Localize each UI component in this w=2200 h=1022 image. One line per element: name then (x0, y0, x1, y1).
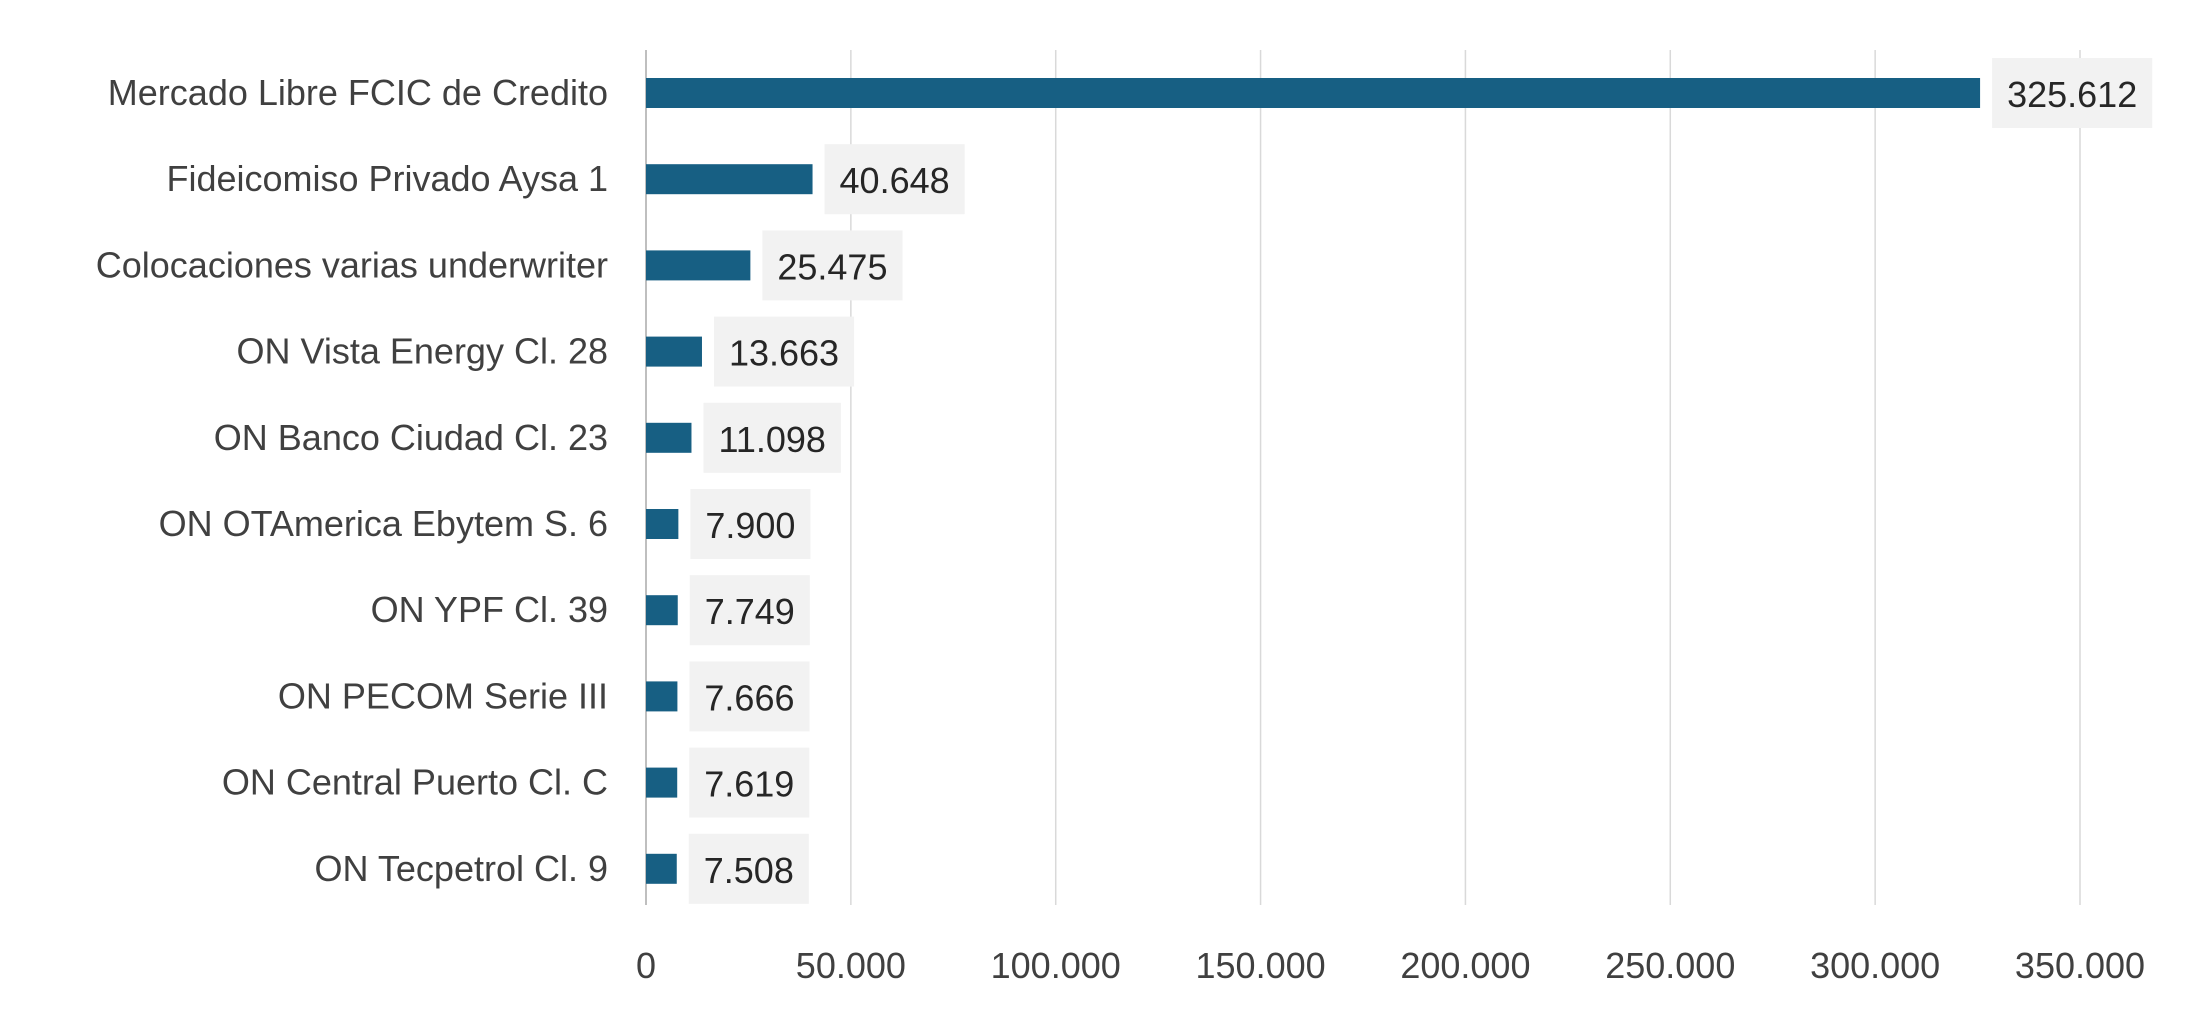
data-label: 40.648 (840, 160, 950, 201)
category-labels: Mercado Libre FCIC de Credito Fideicomiso… (96, 72, 608, 889)
category-label: ON Vista Energy Cl. 28 (237, 331, 609, 372)
bar (646, 681, 678, 712)
category-label: ON YPF Cl. 39 (371, 589, 608, 630)
data-label: 13.663 (729, 333, 839, 374)
x-tick-label: 200.000 (1400, 945, 1530, 986)
bar (646, 164, 813, 195)
category-label: Colocaciones varias underwriter (96, 244, 608, 285)
data-label-group: 13.663 (713, 316, 855, 387)
data-label: 25.475 (777, 246, 887, 287)
data-label-background (689, 575, 810, 646)
category-label: ON Central Puerto Cl. C (222, 762, 608, 803)
data-label: 7.749 (705, 591, 795, 632)
data-label-background (1992, 58, 2153, 128)
category-label: ON Banco Ciudad Cl. 23 (214, 417, 608, 458)
x-tick-label: 150.000 (1196, 945, 1326, 986)
data-label-background (703, 402, 841, 473)
bar (646, 767, 678, 798)
data-label-group: 25.475 (762, 230, 903, 301)
category-label: ON OTAmerica Ebytem S. 6 (159, 503, 608, 544)
bar (646, 422, 692, 453)
category-label: ON PECOM Serie III (278, 675, 608, 716)
category-label: ON Tecpetrol Cl. 9 (315, 848, 608, 889)
x-tick-label: 350.000 (2015, 945, 2145, 986)
bars (646, 78, 1981, 884)
x-tick-label: 250.000 (1605, 945, 1735, 986)
bar (646, 78, 1981, 108)
category-label: Mercado Libre FCIC de Credito (108, 72, 608, 113)
data-label-background (689, 661, 810, 732)
data-label: 7.666 (704, 677, 794, 718)
data-label-group: 7.900 (690, 489, 811, 559)
category-label: Fideicomiso Privado Aysa 1 (166, 158, 608, 199)
x-tick-label: 100.000 (991, 945, 1121, 986)
x-tick-label: 50.000 (796, 945, 906, 986)
data-label-background (688, 833, 809, 904)
data-label-background (762, 230, 903, 301)
bar (646, 250, 751, 281)
data-label-background (689, 747, 810, 818)
data-label-group: 325.612 (1992, 58, 2153, 128)
data-label: 7.508 (704, 850, 794, 891)
bar (646, 595, 678, 626)
data-label-group: 7.508 (688, 833, 809, 904)
data-label: 7.619 (704, 764, 794, 805)
bar (646, 509, 679, 539)
data-label-background (713, 316, 855, 387)
bar (646, 336, 702, 367)
data-label-group: 7.749 (689, 575, 810, 646)
data-labels: 325.612 40.648 25.475 13.663 11.098 7.900 7.74… (688, 58, 2153, 904)
data-label-group: 11.098 (703, 402, 841, 473)
x-tick-label: 300.000 (1810, 945, 1940, 986)
x-axis-tick-labels: 0 50.000 100.000 150.000 200.000 250.000 300.0… (636, 945, 2145, 986)
data-label-group: 7.666 (689, 661, 810, 732)
data-label: 11.098 (718, 419, 825, 460)
bar (646, 853, 677, 884)
data-label-group: 40.648 (824, 144, 965, 215)
data-label-group: 7.619 (689, 747, 810, 818)
data-label-background (824, 144, 965, 215)
x-tick-label: 0 (636, 945, 656, 986)
data-label-background (690, 489, 811, 559)
data-label: 7.900 (705, 505, 795, 546)
data-label: 325.612 (2007, 74, 2137, 115)
